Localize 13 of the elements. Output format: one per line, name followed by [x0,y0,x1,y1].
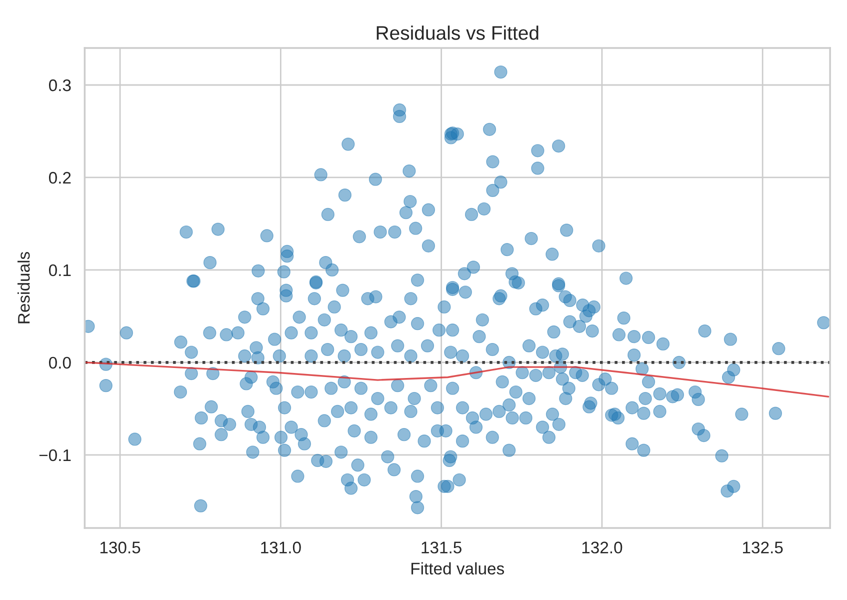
y-tick-label: 0.3 [48,79,71,92]
y-tick-label: 0.1 [48,264,71,276]
y-tick-label: 0.2 [48,172,71,184]
y-axis-title: Residuals [18,252,30,324]
x-tick-label: 131.0 [261,542,301,554]
x-tick-label: 132.5 [743,542,783,554]
y-tick-label: 0.0 [48,356,71,369]
chart-title: Residuals vs Fitted [376,26,538,40]
x-tick-label: 131.5 [422,542,462,554]
y-tick-label: −0.1 [39,449,71,462]
x-axis-title: Fitted values [412,562,504,575]
x-tick-label: 130.5 [100,542,140,554]
x-tick-label: 132.0 [582,542,622,554]
